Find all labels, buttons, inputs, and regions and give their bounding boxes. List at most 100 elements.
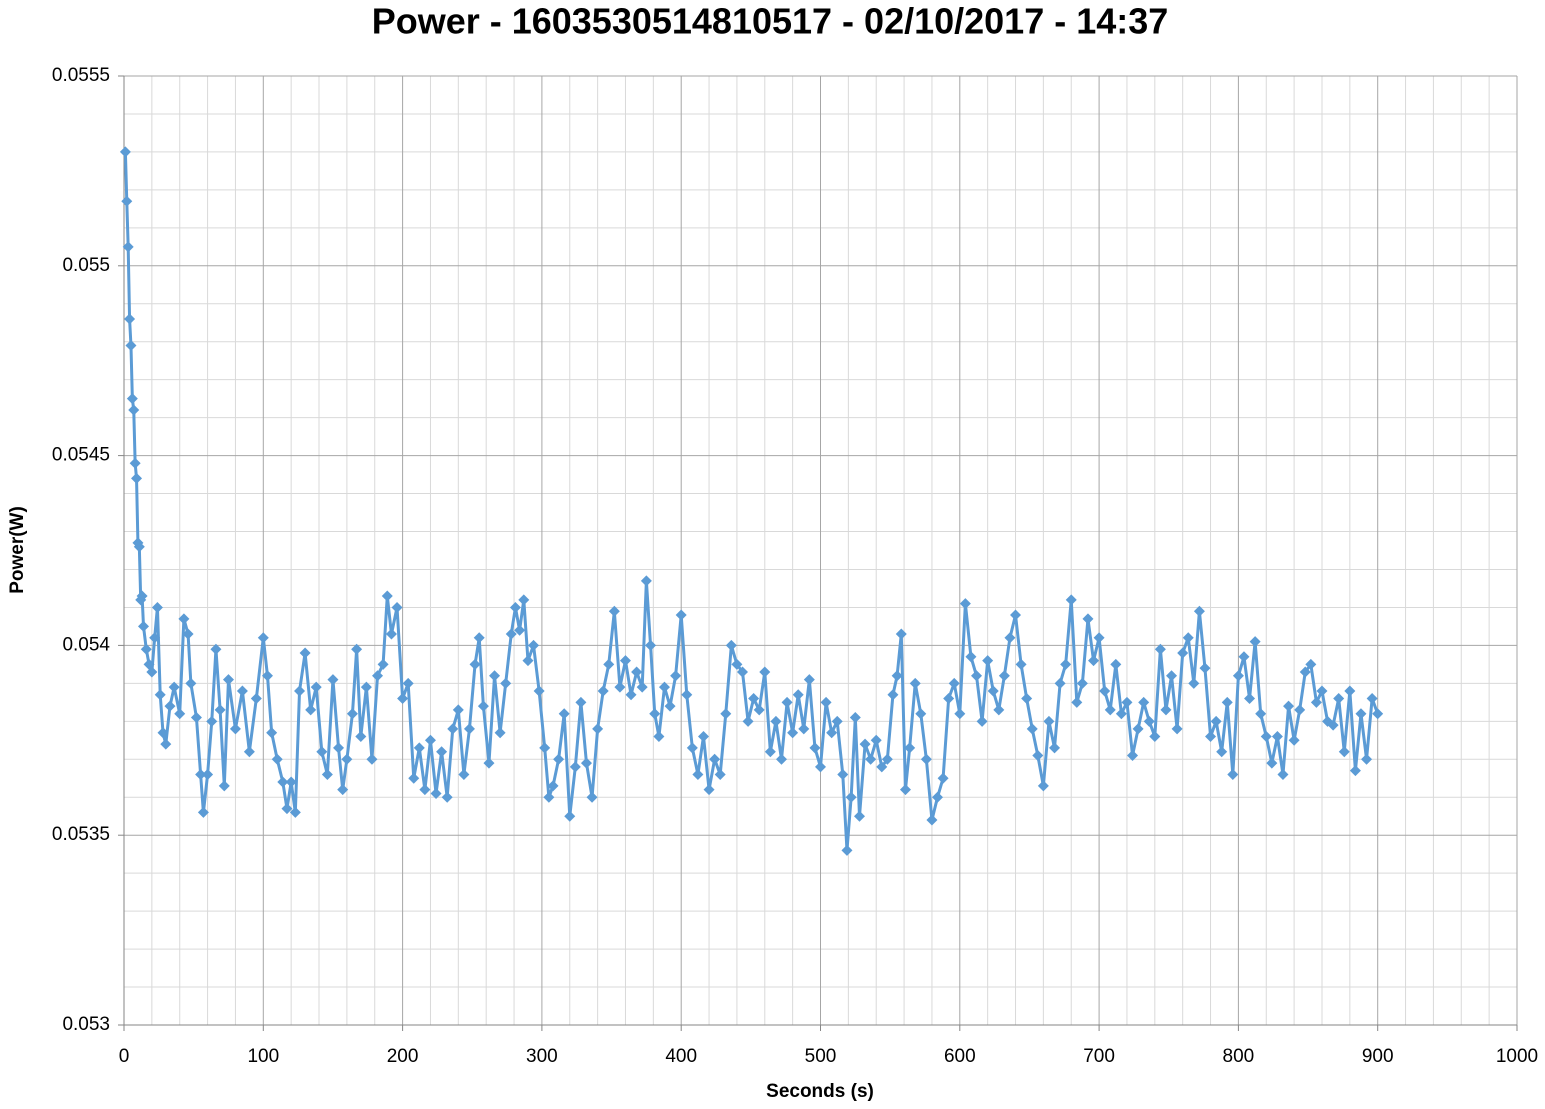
data-point [625,689,637,701]
data-point [558,708,570,720]
data-point [483,757,495,769]
data-point [631,666,643,678]
data-point [381,590,393,602]
data-point [128,404,140,416]
data-point [759,666,771,678]
data-point [603,658,615,670]
data-point [463,723,475,735]
data-point [1316,685,1328,697]
data-point [277,776,289,788]
data-point [826,727,838,739]
data-point [1244,693,1256,705]
data-point [1093,632,1105,644]
data-point [424,734,436,746]
data-point [959,598,971,610]
data-point [1121,696,1133,708]
data-point [430,787,442,799]
data-point [1065,594,1077,606]
data-point [859,738,871,750]
data-point [310,681,322,693]
data-point [197,806,209,818]
data-point [131,472,143,484]
data-point [891,670,903,682]
data-point [1266,757,1278,769]
data-point [164,700,176,712]
data-point [266,727,278,739]
data-point [692,768,704,780]
data-point [1021,693,1033,705]
data-point [709,753,721,765]
data-point [932,791,944,803]
data-point [636,681,648,693]
data-point [1216,746,1228,758]
data-point [1060,658,1072,670]
data-point [337,784,349,796]
data-point [586,791,598,803]
data-point [1205,731,1217,743]
data-point [1071,696,1083,708]
data-point [948,677,960,689]
data-point [675,609,687,621]
data-point [447,723,459,735]
data-point [543,791,555,803]
data-point [355,731,367,743]
data-point [720,708,732,720]
data-point [876,761,888,773]
data-point [271,753,283,765]
data-point [1099,685,1111,697]
data-point [1076,677,1088,689]
data-point [920,753,932,765]
data-point [803,674,815,686]
data-point [218,780,230,792]
data-point [1271,731,1283,743]
data-point [697,731,709,743]
data-point [703,784,715,796]
data-point [1037,780,1049,792]
data-point [1310,696,1322,708]
data-point [553,753,565,765]
data-point [943,693,955,705]
x-tick-label: 200 [387,1046,419,1067]
data-point [151,601,163,613]
data-point [1177,647,1189,659]
data-point [608,605,620,617]
data-point [1138,696,1150,708]
data-point [575,696,587,708]
y-tick-label: 0.053 [62,1014,110,1035]
data-point [366,753,378,765]
data-point [518,594,530,606]
x-axis-title: Seconds (s) [766,1081,874,1102]
data-point [1294,704,1306,716]
data-point [1238,651,1250,663]
data-point [1349,765,1361,777]
data-point [509,601,521,613]
data-point [887,689,899,701]
data-point [1232,670,1244,682]
data-point [1355,708,1367,720]
data-point [402,677,414,689]
data-point [971,670,983,682]
data-point [1188,677,1200,689]
data-point [614,681,626,693]
data-point [136,590,148,602]
data-point [895,628,907,640]
data-point [820,696,832,708]
data-point [649,708,661,720]
data-point [333,742,345,754]
data-point [1199,662,1211,674]
data-point [505,628,517,640]
data-point [937,772,949,784]
data-point [909,677,921,689]
data-point [1366,693,1378,705]
data-point [976,715,988,727]
data-point [1054,677,1066,689]
data-point [261,670,273,682]
data-point [185,677,197,689]
data-point [645,639,657,651]
data-point [146,666,158,678]
x-tick-label: 300 [526,1046,558,1067]
data-point [377,658,389,670]
x-tick-label: 700 [1083,1046,1115,1067]
data-point [346,708,358,720]
